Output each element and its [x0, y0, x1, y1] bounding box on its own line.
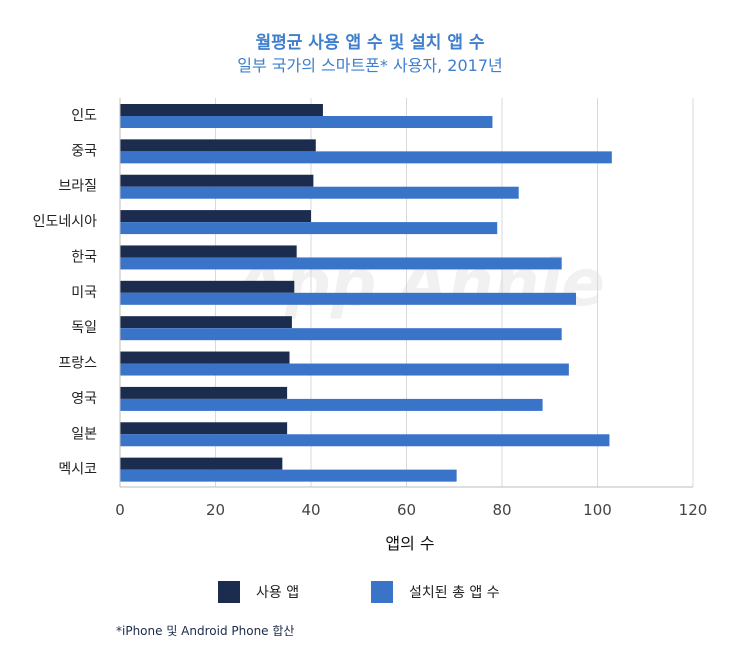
- bar-installed: [120, 116, 493, 128]
- legend-label-used: 사용 앱: [256, 585, 300, 601]
- bar-installed: [120, 328, 562, 341]
- bar-installed: [120, 398, 543, 411]
- category-label: 인도네시아: [33, 214, 98, 230]
- x-tick-label: 0: [115, 501, 125, 519]
- legend-item-installed: 설치된 총 앱 수: [371, 580, 500, 604]
- bar-installed: [120, 469, 457, 482]
- bar-installed: [120, 363, 569, 376]
- x-axis-title: 앱의 수: [385, 534, 434, 553]
- bar-used: [120, 210, 311, 223]
- bar-used: [120, 280, 295, 293]
- category-label: 미국: [71, 285, 97, 301]
- bar-used: [120, 139, 316, 152]
- bar-installed: [120, 186, 519, 199]
- category-label: 영국: [71, 391, 97, 407]
- bar-used: [120, 104, 323, 116]
- x-tick-label: 60: [397, 501, 416, 519]
- chart-subtitle: 일부 국가의 스마트폰* 사용자, 2017년: [237, 56, 503, 75]
- chart-title: 월평균 사용 앱 수 및 설치 앱 수: [255, 33, 485, 53]
- bar-used: [120, 316, 292, 329]
- category-label: 브라질: [58, 179, 97, 195]
- bar-used: [120, 457, 283, 470]
- bar-installed: [120, 222, 498, 235]
- legend-item-used: 사용 앱: [218, 580, 299, 604]
- legend-label-installed: 설치된 총 앱 수: [409, 585, 500, 601]
- category-label: 독일: [71, 320, 97, 336]
- bar-used: [120, 245, 297, 258]
- category-label: 멕시코: [58, 462, 97, 478]
- bar-installed: [120, 151, 612, 164]
- footnote: *iPhone 및 Android Phone 합산: [116, 624, 295, 638]
- legend-swatch-used: [218, 581, 240, 603]
- bar-installed: [120, 257, 562, 270]
- bar-used: [120, 422, 288, 435]
- x-tick-label: 40: [301, 501, 320, 519]
- x-tick-label: 80: [492, 501, 511, 519]
- category-label: 인도: [71, 108, 97, 124]
- x-tick-label: 100: [583, 501, 612, 519]
- legend-swatch-installed: [371, 581, 393, 603]
- bar-installed: [120, 292, 577, 305]
- bar-used: [120, 174, 314, 187]
- x-tick-label: 20: [206, 501, 225, 519]
- category-label: 중국: [71, 143, 97, 159]
- category-label: 한국: [71, 249, 97, 265]
- category-label: 일본: [71, 426, 97, 442]
- bar-used: [120, 351, 290, 364]
- x-tick-label: 120: [679, 501, 708, 519]
- bar-installed: [120, 434, 610, 447]
- bar-used: [120, 386, 288, 399]
- category-label: 프랑스: [58, 356, 97, 372]
